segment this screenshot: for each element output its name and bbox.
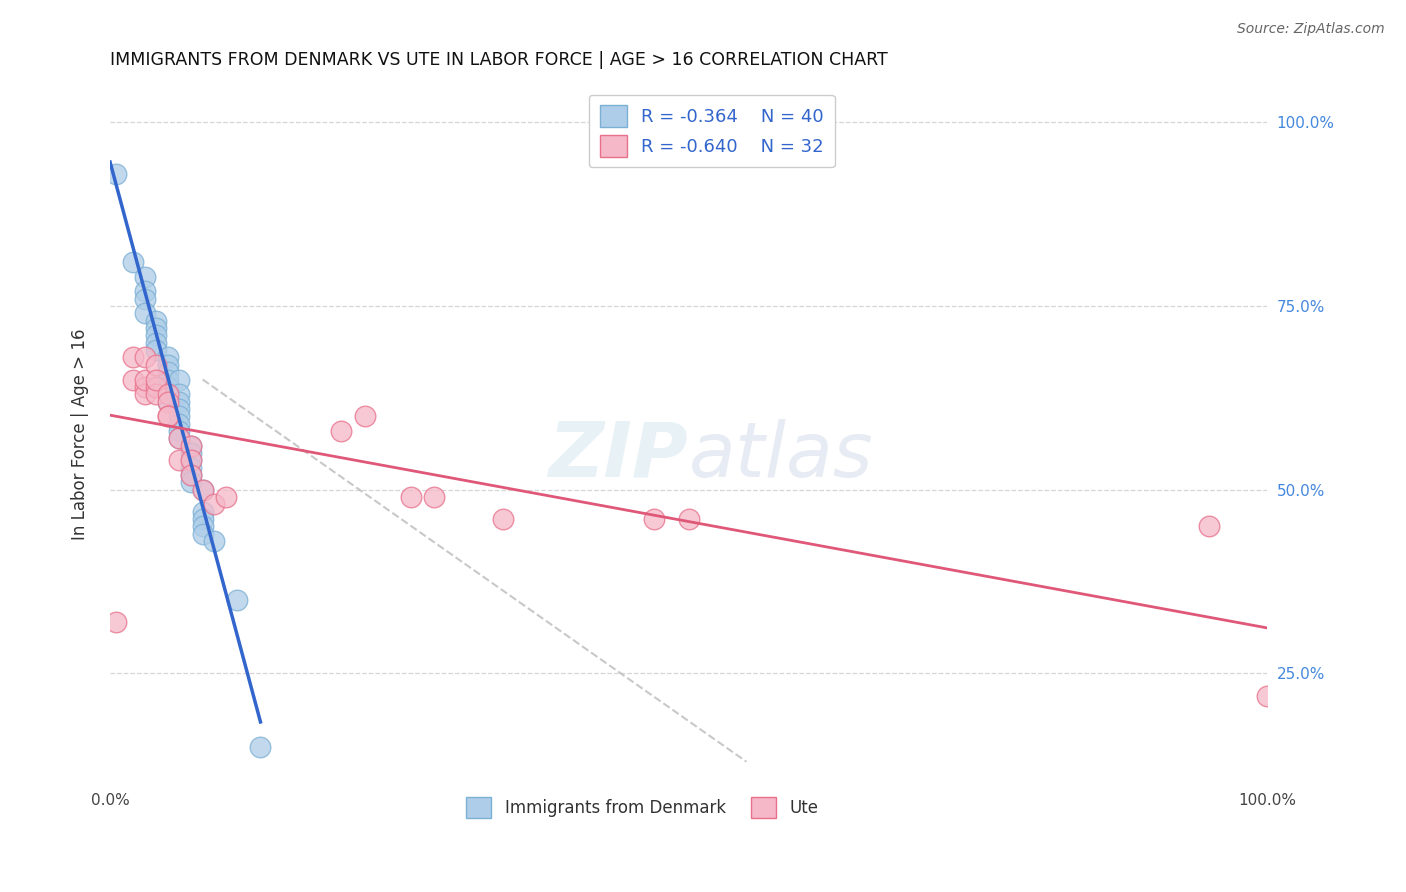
Point: [180, 446, 202, 460]
Point: [226, 593, 249, 607]
Point: [423, 490, 446, 504]
Point: [169, 431, 191, 445]
Point: [134, 372, 156, 386]
Point: [215, 490, 238, 504]
Text: atlas: atlas: [689, 418, 873, 492]
Point: [156, 365, 179, 379]
Point: [169, 401, 191, 416]
Point: [156, 387, 179, 401]
Point: [104, 615, 127, 629]
Point: [180, 460, 202, 475]
Point: [169, 424, 191, 438]
Point: [191, 512, 214, 526]
Point: [180, 453, 202, 467]
Point: [156, 372, 179, 386]
Point: [134, 292, 156, 306]
Point: [156, 380, 179, 394]
Point: [156, 394, 179, 409]
Point: [169, 372, 191, 386]
Point: [122, 372, 145, 386]
Point: [1198, 519, 1220, 533]
Point: [156, 394, 179, 409]
Y-axis label: In Labor Force | Age > 16: In Labor Force | Age > 16: [72, 329, 89, 541]
Point: [191, 519, 214, 533]
Legend: Immigrants from Denmark, Ute: Immigrants from Denmark, Ute: [460, 790, 825, 824]
Point: [169, 387, 191, 401]
Point: [180, 468, 202, 483]
Point: [492, 512, 515, 526]
Point: [145, 387, 167, 401]
Point: [156, 409, 179, 424]
Point: [134, 269, 156, 284]
Point: [134, 285, 156, 299]
Point: [134, 306, 156, 320]
Point: [169, 409, 191, 424]
Point: [122, 351, 145, 365]
Point: [134, 387, 156, 401]
Point: [156, 351, 179, 365]
Point: [399, 490, 422, 504]
Point: [134, 380, 156, 394]
Point: [180, 453, 202, 467]
Point: [180, 439, 202, 453]
Point: [145, 321, 167, 335]
Point: [145, 358, 167, 372]
Point: [191, 526, 214, 541]
Point: [330, 424, 353, 438]
Point: [156, 387, 179, 401]
Point: [249, 739, 271, 754]
Text: ZIP: ZIP: [548, 418, 689, 492]
Point: [134, 351, 156, 365]
Point: [191, 505, 214, 519]
Point: [145, 343, 167, 357]
Point: [145, 328, 167, 343]
Point: [169, 431, 191, 445]
Point: [1256, 689, 1278, 703]
Point: [156, 358, 179, 372]
Text: IMMIGRANTS FROM DENMARK VS UTE IN LABOR FORCE | AGE > 16 CORRELATION CHART: IMMIGRANTS FROM DENMARK VS UTE IN LABOR …: [110, 51, 887, 69]
Point: [643, 512, 665, 526]
Point: [180, 475, 202, 490]
Point: [191, 483, 214, 497]
Point: [180, 468, 202, 483]
Point: [104, 167, 127, 181]
Point: [122, 255, 145, 269]
Point: [145, 314, 167, 328]
Point: [353, 409, 375, 424]
Text: Source: ZipAtlas.com: Source: ZipAtlas.com: [1237, 22, 1385, 37]
Point: [169, 394, 191, 409]
Point: [202, 534, 225, 549]
Point: [191, 483, 214, 497]
Point: [145, 335, 167, 350]
Point: [202, 498, 225, 512]
Point: [145, 380, 167, 394]
Point: [678, 512, 700, 526]
Point: [180, 439, 202, 453]
Point: [169, 417, 191, 431]
Point: [145, 372, 167, 386]
Point: [156, 409, 179, 424]
Point: [169, 453, 191, 467]
